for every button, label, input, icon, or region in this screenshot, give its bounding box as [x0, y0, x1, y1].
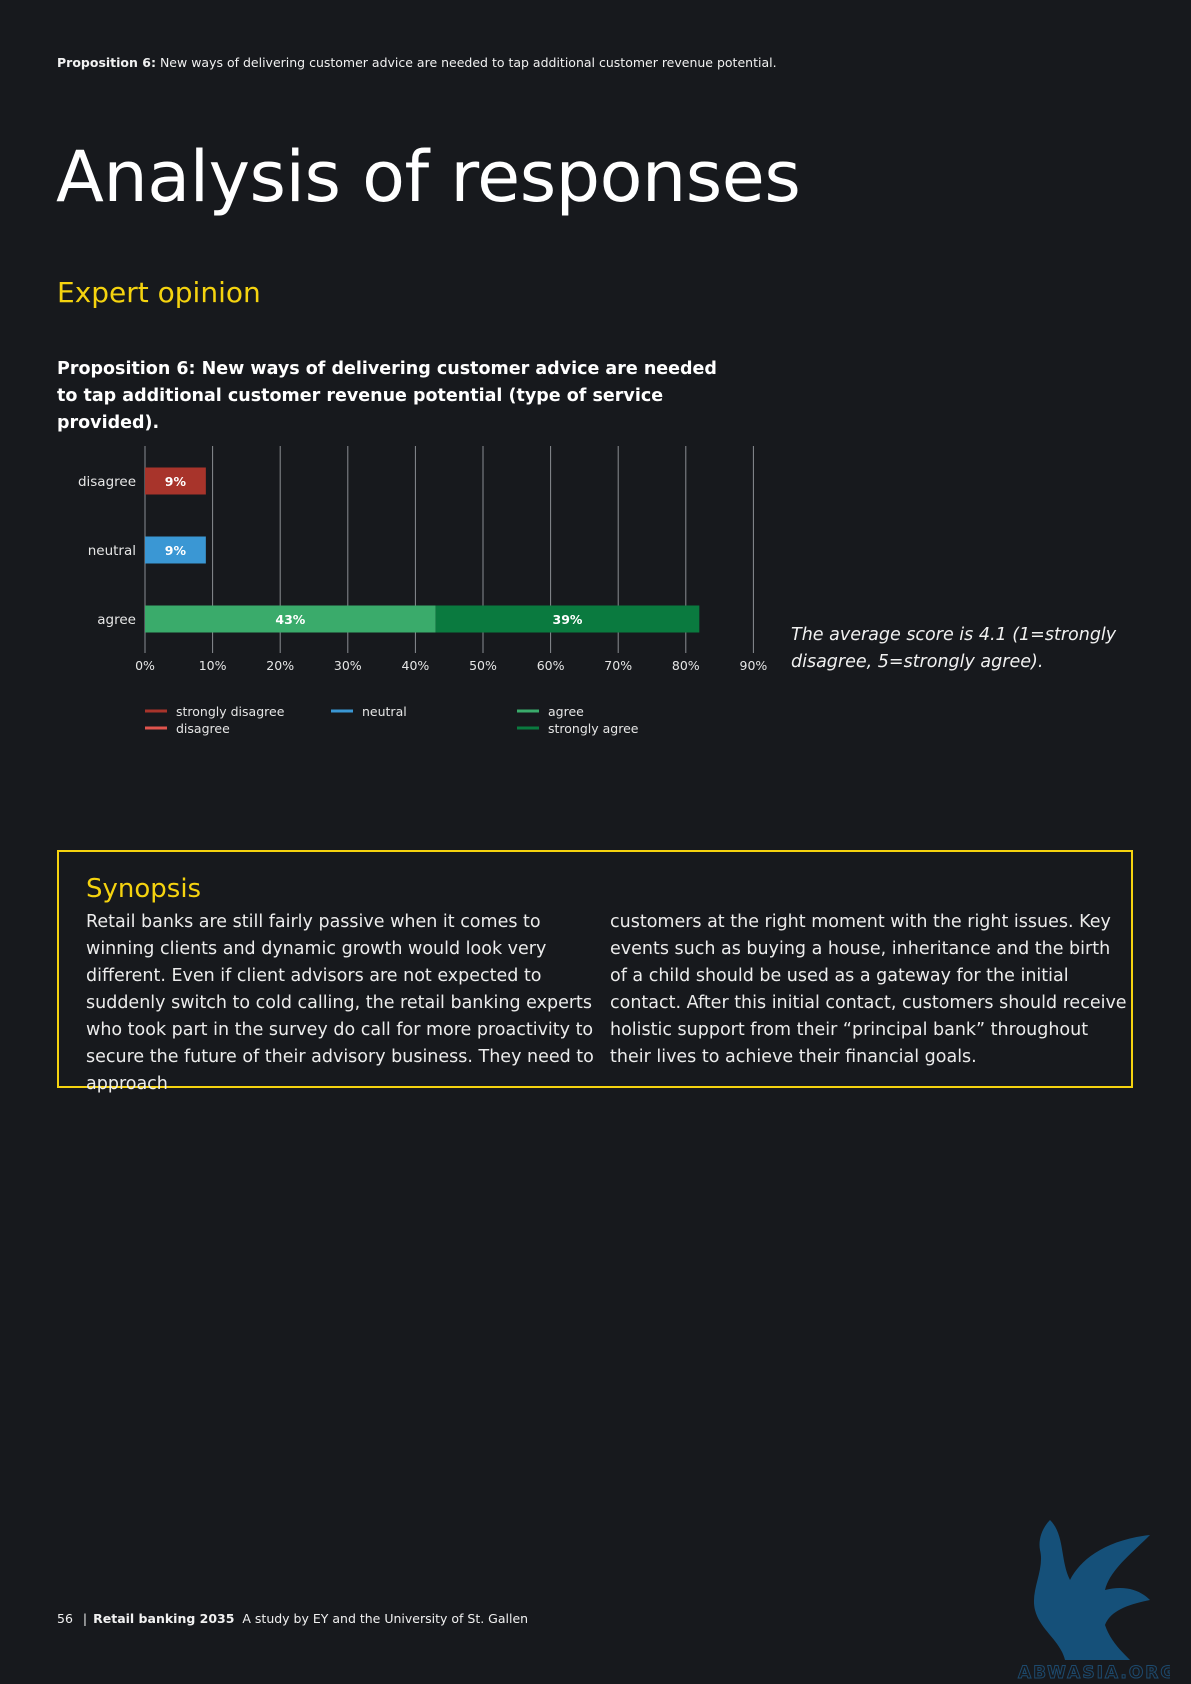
chart-title: Proposition 6: New ways of delivering cu…: [57, 359, 717, 433]
bar: [145, 605, 436, 633]
bar: [145, 536, 206, 564]
bar-value-label: 9%: [165, 474, 187, 489]
category-label: disagree: [78, 474, 136, 490]
running-head: Proposition 6: New ways of delivering cu…: [57, 55, 777, 70]
griffin-shape: [1033, 1520, 1150, 1660]
x-tick-label: 80%: [672, 658, 700, 673]
x-tick-label: 0%: [135, 658, 155, 673]
bar-value-label: 43%: [275, 612, 305, 627]
category-label: neutral: [88, 543, 136, 559]
bar: [435, 605, 700, 633]
watermark-text: ABWASIA.ORG: [1018, 1663, 1170, 1680]
footer-separator: |: [82, 1611, 88, 1626]
average-score-note: The average score is 4.1 (1=strongly dis…: [791, 625, 1117, 672]
legend-label: agree: [548, 704, 584, 719]
section-title: Expert opinion: [57, 276, 261, 309]
x-tick-label: 10%: [199, 658, 227, 673]
legend-label: disagree: [176, 721, 230, 736]
footer: 56 | Retail banking 2035 A study by EY and…: [57, 1611, 528, 1626]
legend-label: strongly agree: [548, 721, 639, 736]
category-label: agree: [97, 612, 136, 628]
synopsis-column-2: customers at the right moment with the r…: [610, 912, 1127, 1067]
page-number: 56: [57, 1611, 73, 1626]
x-tick-label: 50%: [469, 658, 497, 673]
synopsis-column-1: Retail banks are still fairly passive wh…: [86, 912, 594, 1094]
x-tick-label: 40%: [402, 658, 430, 673]
x-tick-label: 20%: [266, 658, 294, 673]
synopsis-box: Synopsis Retail banks are still fairly p…: [57, 850, 1133, 1094]
page-title: Analysis of responses: [56, 136, 801, 218]
watermark-griffin-logo: ABWASIA.ORG: [1018, 1520, 1170, 1680]
running-head-text: New ways of delivering customer advice a…: [159, 55, 777, 70]
legend-label: neutral: [362, 704, 407, 719]
survey-bar-chart: 0% 10% 20% 30% 40% 50% 60% 70% 80% 90% disagree neu…: [78, 446, 768, 736]
publication-title: Retail banking 2035: [93, 1611, 235, 1626]
legend-label: strongly disagree: [176, 704, 285, 719]
bar: [145, 467, 206, 495]
x-tick-label: 70%: [604, 658, 632, 673]
x-tick-label: 90%: [740, 658, 768, 673]
publication-subtitle: A study by EY and the University of St. …: [242, 1611, 529, 1626]
x-tick-label: 30%: [334, 658, 362, 673]
running-head-label: Proposition 6:: [57, 55, 156, 70]
x-tick-label: 60%: [537, 658, 565, 673]
bar-value-label: 9%: [165, 543, 187, 558]
synopsis-heading: Synopsis: [86, 874, 202, 904]
bar-value-label: 39%: [553, 612, 583, 627]
